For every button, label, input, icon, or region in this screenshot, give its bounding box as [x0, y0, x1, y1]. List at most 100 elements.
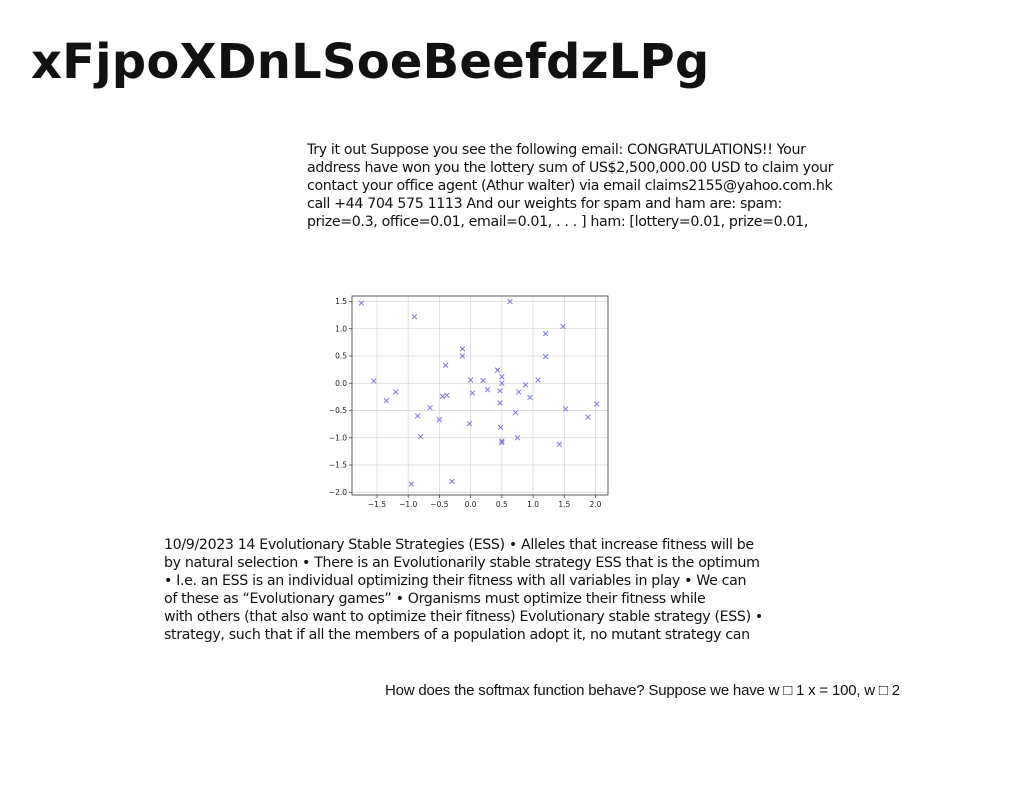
x-tick-label: −1.5: [368, 500, 386, 509]
data-point: [358, 300, 365, 306]
x-tick-label: 0.0: [465, 500, 477, 509]
data-point: [444, 392, 450, 398]
paragraph-line: by natural selection • There is an Evolu…: [164, 555, 760, 571]
paragraph-line: Try it out Suppose you see the following…: [307, 142, 806, 158]
point-stroke: [392, 389, 399, 395]
data-point: [408, 481, 415, 487]
data-point: [542, 330, 549, 337]
data-point: [469, 390, 476, 396]
data-point: [459, 353, 466, 359]
paragraph-line: contact your office agent (Athur walter)…: [307, 178, 833, 194]
page-title: xFjpoXDnLSoeBeefdzLPg: [31, 34, 710, 90]
y-tick-label: −1.5: [329, 461, 347, 470]
point-stroke: [527, 394, 533, 401]
paragraph-line: with others (that also want to optimize …: [164, 609, 763, 625]
data-point: [556, 441, 563, 448]
axis-ticks: −1.5 −1.0 −0.5 0.0 0.5 1.0 1.5 2.0 1.5 1.0 0.5 0.0 −…: [329, 297, 602, 509]
data-point: [414, 413, 421, 419]
data-point: [427, 405, 433, 411]
data-point: [522, 382, 529, 388]
point-stroke: [417, 433, 424, 440]
data-point: [535, 377, 541, 383]
paragraph-line: strategy, such that if all the members o…: [164, 627, 750, 643]
data-point: [594, 401, 600, 407]
x-tick-label: −1.0: [399, 500, 417, 509]
point-stroke: [449, 478, 455, 485]
x-tick-label: 1.5: [558, 500, 570, 509]
y-tick-label: −0.5: [329, 406, 347, 415]
data-point: [499, 380, 505, 386]
point-stroke: [560, 323, 566, 330]
data-point: [585, 414, 591, 420]
point-stroke: [459, 346, 466, 352]
grid-lines: [352, 296, 608, 495]
point-stroke: [436, 417, 443, 423]
data-point: [383, 397, 390, 404]
data-point: [497, 424, 504, 431]
data-point: [514, 434, 521, 441]
point-stroke: [499, 439, 505, 446]
point-stroke: [439, 393, 446, 400]
point-stroke: [522, 382, 529, 388]
data-point: [466, 420, 473, 427]
data-point: [527, 394, 533, 401]
point-stroke: [414, 413, 421, 419]
point-stroke: [507, 298, 513, 305]
data-point: [480, 377, 486, 384]
data-point: [392, 389, 399, 395]
point-stroke: [515, 389, 522, 395]
point-stroke: [467, 377, 474, 383]
x-tick-label: 0.5: [496, 500, 508, 509]
data-point: [467, 377, 474, 383]
point-stroke: [514, 434, 521, 441]
y-tick-label: −1.0: [329, 433, 347, 442]
x-tick-label: 2.0: [590, 500, 602, 509]
point-stroke: [512, 409, 519, 416]
point-stroke: [480, 377, 486, 384]
point-stroke: [444, 392, 450, 398]
scatter-plot: −1.5 −1.0 −0.5 0.0 0.5 1.0 1.5 2.0 1.5 1.0 0.5 0.0 −…: [329, 295, 609, 509]
data-point: [497, 400, 503, 406]
point-stroke: [585, 414, 591, 420]
data-point: [562, 406, 569, 412]
y-tick-label: 0.0: [335, 379, 347, 388]
data-point: [512, 409, 519, 416]
point-stroke: [497, 400, 503, 406]
point-stroke: [499, 380, 505, 386]
point-stroke: [562, 406, 569, 412]
data-point: [371, 378, 377, 384]
paragraph-line: of these as “Evolutionary games” • Organ…: [164, 591, 706, 607]
data-point: [515, 389, 522, 395]
y-tick-label: 1.5: [335, 297, 347, 306]
paragraph-line: call +44 704 575 1113 And our weights fo…: [307, 196, 782, 212]
spam-email-paragraph: Try it out Suppose you see the following…: [307, 141, 834, 231]
point-stroke: [535, 377, 541, 383]
y-tick-label: 1.0: [335, 324, 347, 333]
point-stroke: [499, 373, 505, 380]
data-point: [484, 387, 491, 393]
paragraph-line: address have won you the lottery sum of …: [307, 160, 834, 176]
softmax-question: How does the softmax function behave? Su…: [385, 682, 900, 699]
data-point: [411, 313, 418, 320]
point-stroke: [499, 438, 505, 444]
data-point: [499, 438, 505, 444]
data-point: [507, 298, 513, 305]
data-point: [449, 478, 455, 485]
point-stroke: [411, 313, 418, 320]
point-stroke: [556, 441, 563, 448]
point-stroke: [542, 353, 549, 360]
point-stroke: [497, 424, 504, 431]
data-point: [542, 353, 549, 360]
ess-paragraph: 10/9/2023 14 Evolutionary Stable Strateg…: [164, 536, 763, 644]
data-point: [560, 323, 566, 330]
data-point: [439, 393, 446, 400]
point-stroke: [469, 390, 476, 396]
y-tick-label: 0.5: [335, 352, 347, 361]
data-point: [497, 388, 503, 394]
data-point: [494, 367, 501, 373]
point-stroke: [497, 388, 503, 394]
data-point: [442, 362, 449, 368]
point-stroke: [466, 420, 473, 427]
paragraph-line: prize=0.3, office=0.01, email=0.01, . . …: [307, 214, 809, 230]
point-stroke: [494, 367, 501, 373]
